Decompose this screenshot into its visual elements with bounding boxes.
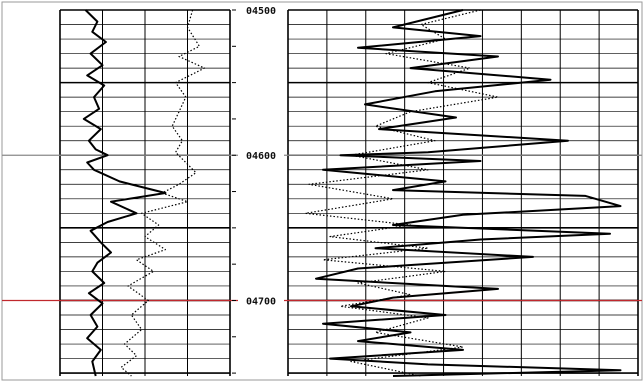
- log-curve-dotted: [304, 9, 499, 377]
- depth-label: 04600: [246, 151, 276, 162]
- depth-label-bg: [238, 148, 284, 163]
- depth-label: 04700: [246, 296, 276, 307]
- log-curve-dotted: [120, 9, 206, 377]
- log-curve-solid: [82, 9, 167, 377]
- depth-label-bg: [238, 293, 284, 308]
- depth-label-bg: [238, 3, 284, 17]
- depth-label: 04500: [246, 6, 276, 17]
- log-curve-solid: [315, 9, 622, 377]
